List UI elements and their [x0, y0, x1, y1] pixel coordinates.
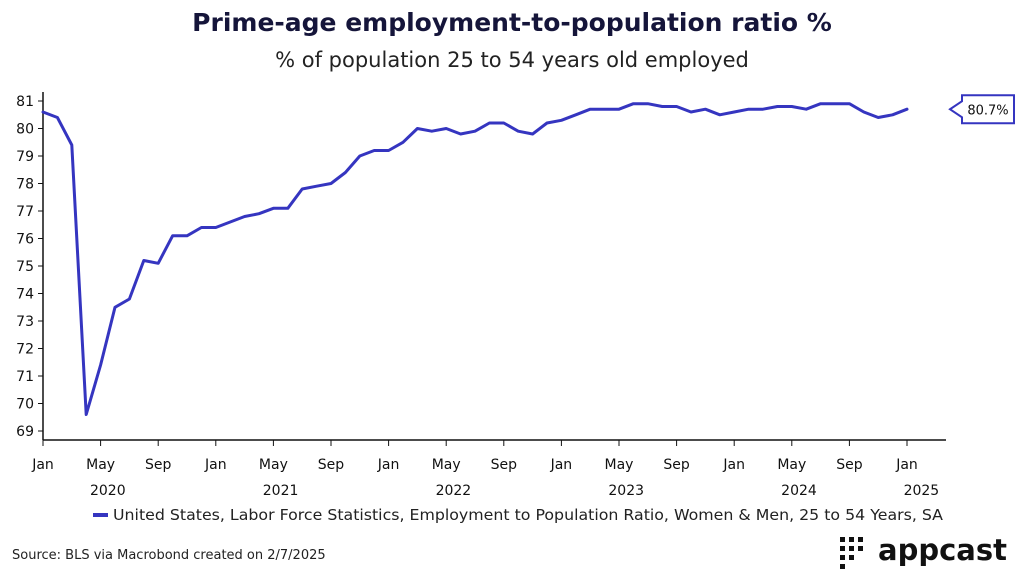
x-tick-label: Jan: [722, 457, 745, 473]
x-tick-label: Jan: [204, 457, 227, 473]
series-layer: [41, 102, 909, 416]
y-tick-label: 70: [16, 397, 34, 413]
chart-title: Prime-age employment-to-population ratio…: [192, 8, 832, 37]
x-tick-label: Sep: [836, 457, 863, 473]
x-year-label: 2021: [263, 483, 299, 499]
legend: United States, Labor Force Statistics, E…: [93, 506, 944, 524]
x-tick-label: May: [259, 457, 288, 473]
y-tick-label: 76: [16, 232, 34, 248]
last-value-marker: [948, 94, 1015, 125]
x-tick-label: May: [605, 457, 634, 473]
x-year-label: 2025: [904, 483, 940, 499]
x-tick-label: Jan: [550, 457, 573, 473]
y-tick-label: 80: [16, 122, 34, 138]
appcast-logo: appcast: [840, 533, 1020, 573]
x-tick-label: Jan: [31, 457, 54, 473]
x-tick-label: Sep: [491, 457, 518, 473]
chart-subtitle: % of population 25 to 54 years old emplo…: [275, 48, 749, 72]
logo-text: appcast: [878, 533, 1007, 567]
y-tick-label: 77: [16, 204, 34, 220]
x-year-label: 2020: [90, 483, 126, 499]
x-year-label: 2024: [781, 483, 817, 499]
x-tick-label: Jan: [377, 457, 400, 473]
x-tick-label: Sep: [318, 457, 345, 473]
x-tick-label: Jan: [895, 457, 918, 473]
y-tick-label: 73: [16, 314, 34, 330]
legend-label: United States, Labor Force Statistics, E…: [113, 506, 944, 524]
x-year-label: 2022: [436, 483, 472, 499]
y-tick-label: 81: [16, 94, 34, 110]
x-tick-label: May: [777, 457, 806, 473]
last-value-callout: 80.7%: [948, 94, 1015, 125]
y-tick-label: 79: [16, 149, 34, 165]
y-tick-label: 71: [16, 369, 34, 385]
y-axis: 69 70 71 72 73 74 75 76 77 78 79 80 81: [16, 92, 44, 440]
logo-dots-icon: [840, 537, 870, 569]
x-tick-label: Sep: [145, 457, 172, 473]
x-tick-label: Sep: [663, 457, 690, 473]
y-tick-label: 72: [16, 342, 34, 358]
series-line: [41, 102, 909, 416]
y-tick-label: 78: [16, 177, 34, 193]
last-value-label: 80.7%: [967, 103, 1008, 118]
x-year-label: 2023: [608, 483, 644, 499]
x-axis: Jan May Sep Jan May Sep Jan May Sep Jan May Sep Jan M…: [31, 439, 946, 499]
x-tick-label: May: [86, 457, 115, 473]
annotation-layer: 80.7%: [948, 94, 1015, 125]
y-tick-label: 75: [16, 259, 34, 275]
y-tick-label: 74: [16, 287, 34, 303]
source-note: Source: BLS via Macrobond created on 2/7…: [12, 548, 326, 563]
y-tick-label: 69: [16, 424, 34, 440]
x-tick-label: May: [432, 457, 461, 473]
